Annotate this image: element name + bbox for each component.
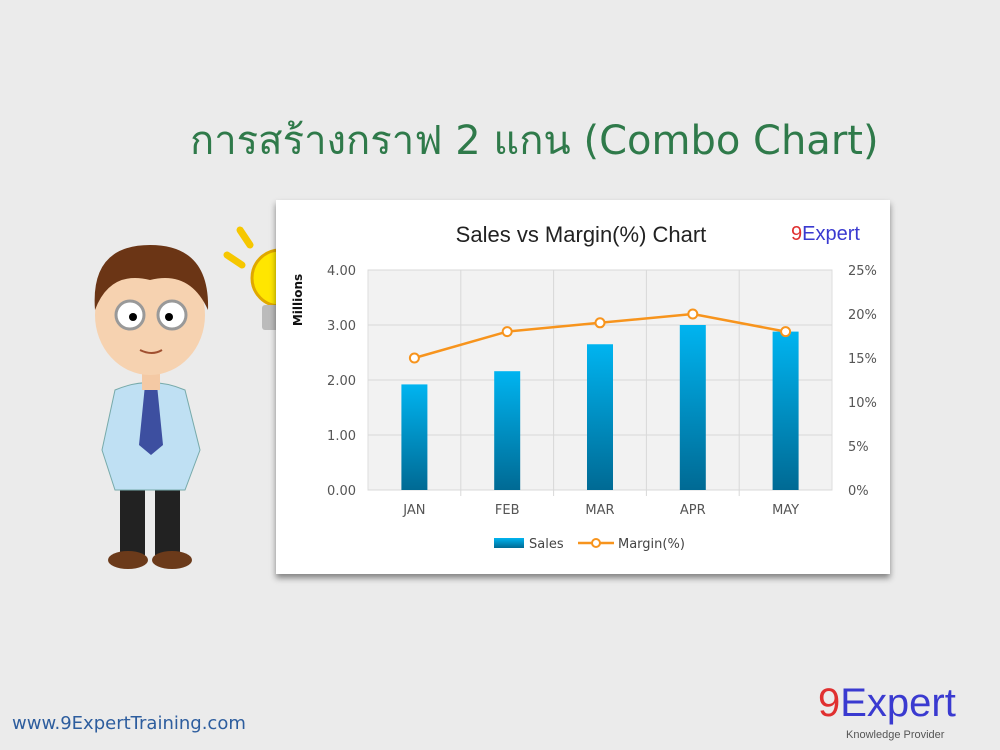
y2-tick-label: 15% <box>848 352 877 367</box>
legend: Sales Margin(%) <box>494 537 685 552</box>
margin-point-may <box>780 326 792 338</box>
x-tick-label: MAY <box>772 503 799 518</box>
margin-point-jan <box>408 352 420 364</box>
y-tick-label: 1.00 <box>327 429 356 444</box>
legend-swatch-sales <box>494 538 524 548</box>
combo-chart: Sales vs Margin(%) Chart 9Expert 0.00 1.0… <box>291 222 877 552</box>
y-axis-label: Millions <box>291 274 305 326</box>
margin-point-mar <box>594 317 606 329</box>
legend-label-sales: Sales <box>529 537 564 552</box>
y-tick-label: 3.00 <box>327 319 356 334</box>
website-url[interactable]: www.9ExpertTraining.com <box>12 713 246 734</box>
svg-text:Knowledge Provider: Knowledge Provider <box>846 729 945 741</box>
slide-title: การสร้างกราฟ 2 แกน (Combo Chart) <box>190 118 879 164</box>
9expert-logo: 9Expert Knowledge Provider <box>818 681 956 741</box>
x-tick-label: MAR <box>585 503 614 518</box>
bar-sales-mar <box>587 344 613 490</box>
legend-label-margin: Margin(%) <box>618 537 685 552</box>
y-tick-label: 2.00 <box>327 374 356 389</box>
x-tick-label: APR <box>680 503 706 518</box>
chart-card: Sales vs Margin(%) Chart 9Expert 0.00 1.0… <box>276 200 890 574</box>
bar-sales-jan <box>401 384 428 490</box>
y2-tick-label: 0% <box>848 484 869 499</box>
y-tick-label: 0.00 <box>327 484 356 499</box>
chart-title: Sales vs Margin(%) Chart <box>456 222 707 247</box>
x-tick-label: FEB <box>495 503 520 518</box>
y2-tick-label: 5% <box>848 440 869 455</box>
chart-logo: 9Expert <box>791 223 860 245</box>
margin-point-apr <box>687 308 699 320</box>
bar-sales-feb <box>494 371 521 490</box>
margin-point-feb <box>501 326 513 338</box>
svg-text:9Expert: 9Expert <box>818 681 956 725</box>
y2-tick-label: 20% <box>848 308 877 323</box>
x-tick-label: JAN <box>402 503 425 518</box>
y-tick-label: 4.00 <box>327 264 356 279</box>
bar-sales-may <box>772 331 799 490</box>
y2-tick-label: 10% <box>848 396 877 411</box>
y2-tick-label: 25% <box>848 264 877 279</box>
bar-sales-apr <box>679 325 706 490</box>
